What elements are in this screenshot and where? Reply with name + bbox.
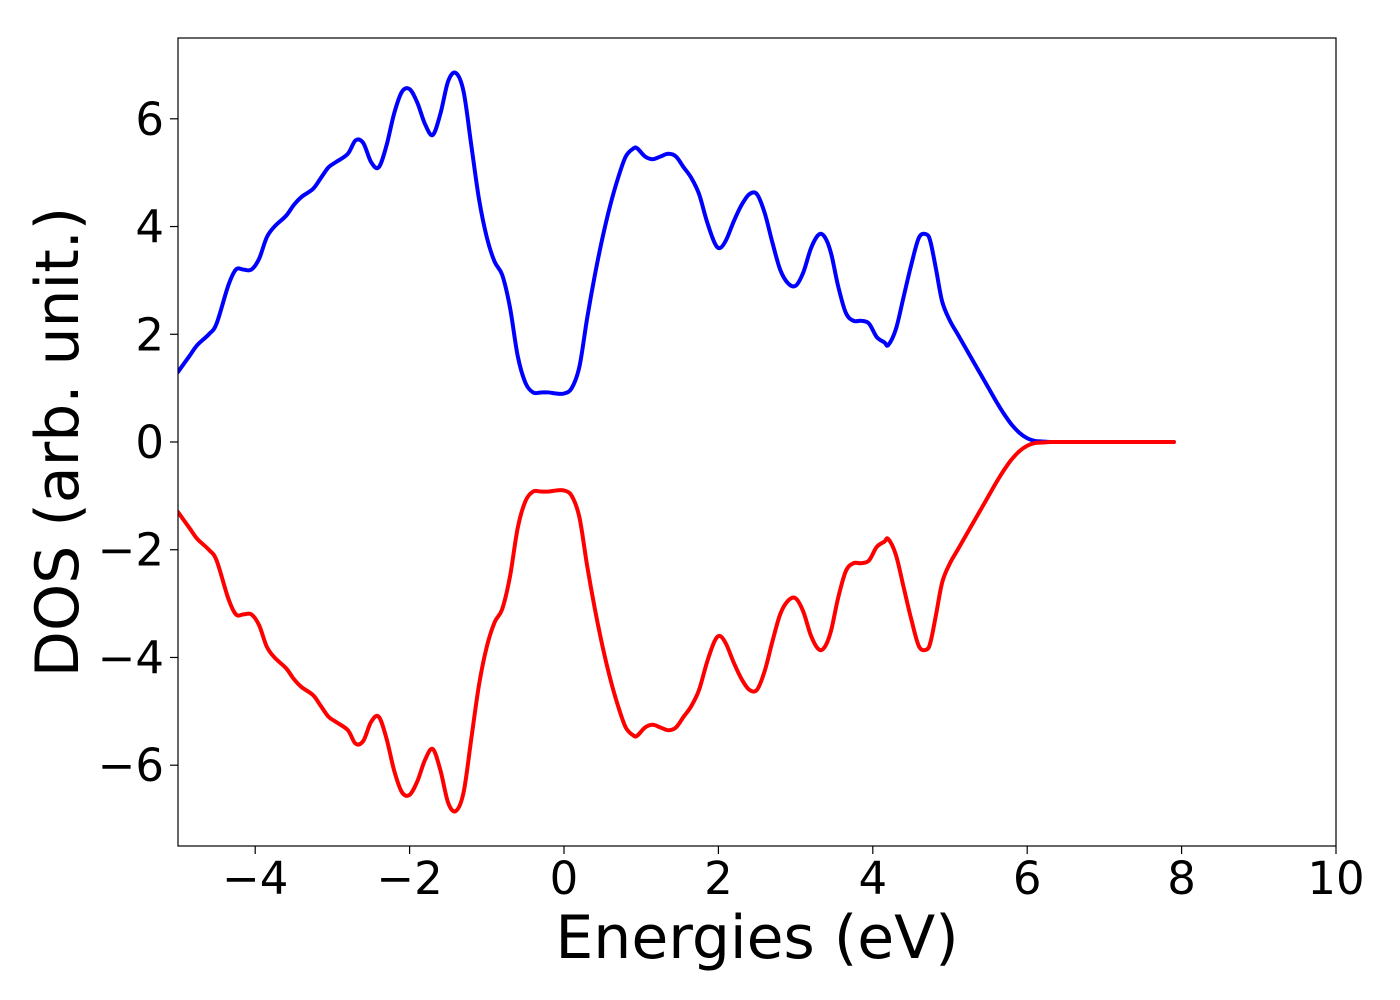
- y-axis-label: DOS (arb. unit.): [23, 207, 93, 677]
- series-line-1: [178, 439, 1176, 814]
- x-tick-label: 4: [858, 852, 887, 905]
- x-tick-label: −2: [376, 852, 442, 905]
- y-axis-ticks: −6 −4 −2 0 2 4 6: [98, 93, 178, 792]
- y-tick-label: 2: [135, 308, 164, 361]
- series-line-0: [178, 70, 1176, 445]
- x-tick-label: 0: [550, 852, 579, 905]
- y-tick-label: −4: [98, 631, 164, 684]
- y-tick-label: −6: [98, 739, 164, 792]
- series-layer: [178, 70, 1176, 814]
- x-axis-label: Energies (eV): [555, 903, 958, 973]
- x-tick-label: 8: [1167, 852, 1196, 905]
- x-axis-ticks: −4 −2 0 2 4 6 8 10: [222, 846, 1365, 905]
- x-tick-label: 6: [1013, 852, 1042, 905]
- y-tick-label: 0: [135, 416, 164, 469]
- y-tick-label: −2: [98, 524, 164, 577]
- x-tick-label: 10: [1307, 852, 1364, 905]
- x-tick-label: 2: [704, 852, 733, 905]
- y-tick-label: 4: [135, 201, 164, 254]
- x-tick-label: −4: [222, 852, 288, 905]
- y-tick-label: 6: [135, 93, 164, 146]
